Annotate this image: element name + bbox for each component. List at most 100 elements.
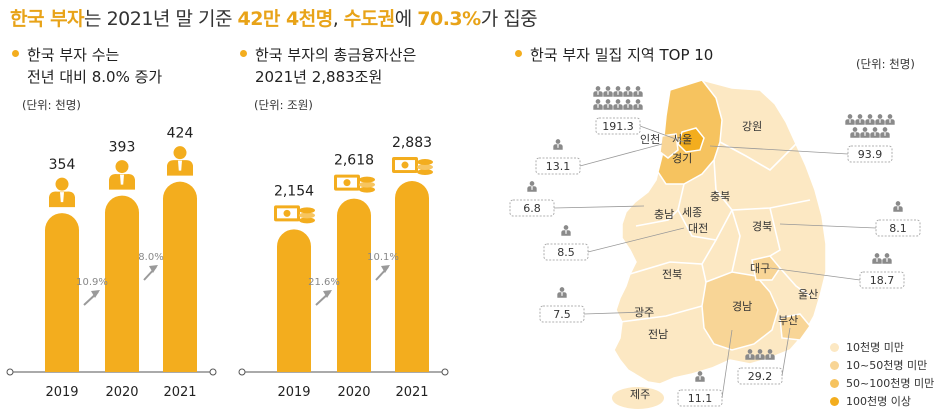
leader-line <box>553 205 645 209</box>
callout-충남: 6.8 <box>509 181 645 217</box>
chart1-unit: (단위: 천명) <box>22 98 81 112</box>
axis-end-dot <box>6 368 14 376</box>
region-label: 부산 <box>778 314 798 327</box>
region-borders <box>619 141 811 323</box>
callout-광주: 7.5 <box>539 287 647 323</box>
leader-line <box>769 267 861 281</box>
category-label: 2021 <box>163 385 196 400</box>
leader-line <box>779 223 877 229</box>
leader-line <box>587 227 685 253</box>
callout-경북: 8.1 <box>779 201 921 237</box>
value-label: 2,154 <box>274 183 314 199</box>
callout-부산: 29.2 <box>737 327 791 385</box>
callout-대구: 18.7 <box>769 253 905 289</box>
axis-end-dot <box>441 368 449 376</box>
legend-item: 10~50천명 미만 <box>830 356 934 374</box>
region-label: 전남 <box>648 328 668 341</box>
region-daegu <box>751 255 781 281</box>
legend-label: 100천명 이상 <box>846 395 911 408</box>
legend-swatch <box>830 342 839 352</box>
title-part-6: 에 <box>394 8 418 30</box>
chart2-title-line1: 한국 부자의 총금융자산은 <box>255 46 417 64</box>
person-icon <box>557 287 567 298</box>
bullet-icon <box>12 50 19 57</box>
region-label: 제주 <box>630 388 650 401</box>
legend-swatch <box>830 360 839 370</box>
category-label: 2019 <box>45 385 78 400</box>
value-label: 8.5 <box>557 246 575 259</box>
value-box <box>875 219 921 237</box>
bar-2019 <box>277 229 311 372</box>
legend-swatch <box>830 378 839 388</box>
growth-label: 10.9% <box>76 277 108 288</box>
callout-인천: 13.1 <box>535 139 663 175</box>
value-box <box>847 145 893 163</box>
value-label: 191.3 <box>602 120 634 133</box>
legend-label: 50~100천명 미만 <box>846 377 935 390</box>
leader-line <box>639 125 685 143</box>
callout-서울: 191.3 <box>593 86 685 143</box>
legend-label: 10천명 미만 <box>846 341 904 354</box>
value-label: 13.1 <box>546 160 571 173</box>
leader-line <box>781 327 791 377</box>
region-label: 광주 <box>634 306 654 319</box>
region-label: 충남 <box>654 208 674 221</box>
legend-item: 50~100천명 미만 <box>830 374 934 392</box>
person-icon <box>167 146 193 176</box>
chart1-svg: 354 2019 393 2020 424 2021 10.9% 8.0% <box>6 126 217 400</box>
region-label: 울산 <box>798 288 818 301</box>
region-busan <box>779 313 811 341</box>
region-label: 세종 <box>682 206 702 219</box>
category-label: 2020 <box>337 385 370 400</box>
bullet-icon <box>240 50 247 57</box>
title-part-2: 는 2021년 말 기준 <box>84 8 238 30</box>
map-unit: (단위: 천명) <box>856 57 915 71</box>
value-label: 424 <box>167 126 194 142</box>
growth-label: 10.1% <box>367 252 399 263</box>
person-icon <box>593 86 643 110</box>
growth-arrowhead <box>91 290 100 298</box>
axis-end-dot <box>238 368 246 376</box>
region-label: 서울 <box>672 133 692 146</box>
legend-label: 10~50천명 미만 <box>846 359 928 372</box>
person-icon <box>49 177 75 208</box>
bar-2019 <box>45 213 79 372</box>
region-jeju <box>612 387 664 409</box>
value-box <box>677 389 723 407</box>
title-part-7: 70.3% <box>417 8 481 30</box>
growth-arrowhead <box>149 265 158 273</box>
person-icon <box>845 114 895 138</box>
person-icon <box>527 181 537 192</box>
bar-2021 <box>395 181 429 372</box>
person-icon <box>561 225 571 236</box>
map-heading: 한국 부자 밀집 지역 TOP 10 <box>515 44 713 66</box>
growth-label: 8.0% <box>138 252 163 263</box>
page-title: 한국 부자는 2021년 말 기준 42만 4천명, 수도권에 70.3%가 집… <box>10 4 538 31</box>
leader-line <box>579 143 663 167</box>
region-gyeongnam <box>701 271 779 351</box>
growth-label: 21.6% <box>308 277 340 288</box>
region-label: 경북 <box>752 220 772 233</box>
chart2-unit: (단위: 조원) <box>254 98 313 112</box>
category-label: 2019 <box>277 385 310 400</box>
money-icon <box>334 174 375 193</box>
person-icon <box>745 349 775 360</box>
value-box <box>509 199 555 217</box>
region-label: 강원 <box>742 120 762 133</box>
value-box <box>535 157 581 175</box>
region-label: 전북 <box>662 268 682 281</box>
value-box <box>543 243 589 261</box>
title-part-8: 가 집중 <box>480 8 538 30</box>
person-icon <box>695 371 705 382</box>
chart1-heading: 한국 부자 수는 전년 대비 8.0% 증가 <box>12 44 162 88</box>
bar-2021 <box>163 181 197 372</box>
value-label: 93.9 <box>858 148 883 161</box>
leader-line <box>583 311 647 315</box>
leader-line <box>709 145 849 155</box>
growth-arrowhead <box>323 290 332 298</box>
region-label: 충북 <box>710 190 730 203</box>
person-icon <box>109 160 135 190</box>
title-part-1: 한국 부자 <box>10 8 85 30</box>
category-label: 2021 <box>395 385 428 400</box>
region-label: 경남 <box>732 300 752 313</box>
